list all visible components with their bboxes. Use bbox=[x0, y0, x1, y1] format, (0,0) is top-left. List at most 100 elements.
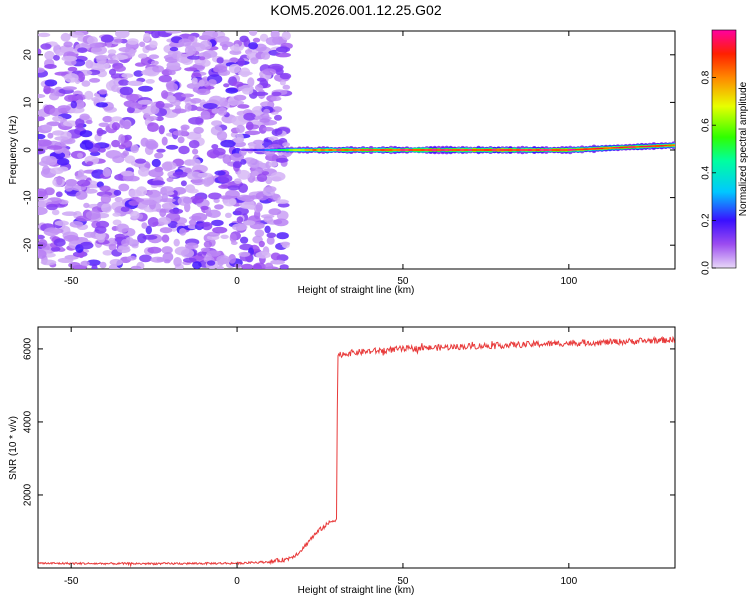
heatmap-noise-blob bbox=[68, 262, 81, 269]
snr-y-axis-label: SNR (10 * v/v) bbox=[8, 416, 19, 480]
heatmap-noise-blob bbox=[192, 42, 201, 48]
heatmap-noise-blob bbox=[56, 158, 70, 166]
heatmap-noise-blob bbox=[86, 161, 94, 166]
heatmap-noise-blob bbox=[160, 186, 175, 194]
heatmap-noise-blob bbox=[188, 220, 197, 225]
heatmap-noise-blob bbox=[96, 55, 107, 65]
heatmap-noise-blob bbox=[184, 67, 198, 72]
heatmap-noise-blob bbox=[49, 107, 62, 117]
snr-panel: -50 0 50 100 2000 4000 6000 Height of straigh… bbox=[8, 326, 676, 596]
heatmap-noise-blob bbox=[44, 64, 57, 69]
heatmap-noise-blob bbox=[105, 150, 122, 159]
heatmap-noise-blob bbox=[137, 99, 153, 105]
heatmap-noise-blob bbox=[159, 227, 173, 234]
heatmap-noise-blob bbox=[81, 80, 91, 87]
snr-y-tick-label: 2000 bbox=[23, 483, 34, 506]
heatmap-noise-blob bbox=[111, 122, 120, 131]
heatmap-noise-blob bbox=[212, 226, 228, 234]
heatmap-noise-blob bbox=[260, 52, 271, 60]
heatmap-y-tick-label: 0 bbox=[23, 147, 34, 153]
heatmap-noise-blob bbox=[149, 40, 158, 48]
heatmap-noise-blob bbox=[186, 171, 203, 180]
heatmap-noise-blob bbox=[167, 64, 181, 70]
snr-x-axis-label: Height of straight line (km) bbox=[298, 585, 415, 596]
heatmap-noise-blob bbox=[265, 36, 280, 46]
heatmap-noise-blob bbox=[161, 90, 169, 99]
heatmap-noise-blob bbox=[138, 167, 150, 177]
heatmap-noise-blob bbox=[263, 216, 274, 223]
heatmap-noise-blob bbox=[206, 260, 216, 266]
heatmap-noise-blob bbox=[223, 83, 230, 88]
heatmap-noise-blob bbox=[38, 234, 45, 240]
heatmap-noise-blob bbox=[126, 93, 139, 102]
heatmap-noise-blob bbox=[183, 257, 197, 263]
heatmap-noise-blob bbox=[145, 225, 152, 235]
heatmap-noise-blob bbox=[111, 139, 121, 148]
heatmap-noise-blob bbox=[270, 96, 282, 102]
heatmap-noise-blob bbox=[114, 38, 123, 43]
heatmap-noise-blob bbox=[192, 261, 202, 269]
heatmap-noise-blob bbox=[46, 145, 63, 150]
heatmap-noise-blob bbox=[191, 77, 198, 85]
heatmap-noise-blob bbox=[171, 108, 187, 114]
heatmap-noise-blob bbox=[202, 177, 212, 187]
heatmap-y-axis-label: Frequency (Hz) bbox=[8, 116, 19, 185]
heatmap-noise-blob bbox=[141, 222, 148, 229]
heatmap-noise-blob bbox=[43, 227, 60, 237]
heatmap-noise-blob bbox=[152, 65, 165, 73]
heatmap-noise-blob bbox=[118, 79, 130, 86]
heatmap-noise-blob bbox=[234, 263, 243, 268]
heatmap-noise-blob bbox=[238, 183, 249, 193]
colorbar-tick-label: 0.0 bbox=[701, 261, 712, 275]
heatmap-noise-blob bbox=[75, 118, 85, 128]
heatmap-noise-blob bbox=[228, 63, 241, 74]
heatmap-noise-blob bbox=[227, 185, 241, 191]
heatmap-noise-blob bbox=[147, 246, 162, 254]
heatmap-noise-blob bbox=[50, 246, 61, 252]
heatmap-noise-blob bbox=[248, 31, 258, 36]
heatmap-noise-blob bbox=[83, 202, 90, 209]
heatmap-noise-blob bbox=[237, 57, 245, 67]
figure-title: KOM5.2026.001.12.25.G02 bbox=[270, 2, 441, 18]
heatmap-noise-blob bbox=[275, 199, 289, 204]
snr-x-ticks: -50 0 50 100 bbox=[64, 327, 578, 587]
heatmap-noise-blob bbox=[156, 148, 166, 153]
heatmap-noise-blob bbox=[243, 112, 256, 121]
heatmap-noise-blob bbox=[240, 236, 249, 244]
heatmap-noise-blob bbox=[38, 160, 50, 167]
heatmap-noise-blob bbox=[80, 260, 90, 267]
heatmap-noise-blob bbox=[85, 119, 93, 125]
colorbar: 0.0 0.2 0.4 0.6 0.8 Normalized spectral ampl… bbox=[701, 29, 749, 275]
heatmap-noise-blob bbox=[234, 178, 242, 185]
heatmap-noise-blob bbox=[178, 145, 190, 155]
heatmap-noise-blob bbox=[240, 159, 247, 165]
heatmap-noise-blob bbox=[62, 86, 77, 91]
heatmap-noise-blob bbox=[130, 265, 142, 269]
heatmap-noise-blob bbox=[161, 246, 173, 255]
heatmap-noise-blob bbox=[38, 116, 45, 122]
heatmap-noise-blob bbox=[203, 240, 213, 248]
heatmap-noise-blob bbox=[121, 170, 134, 177]
heatmap-noise-blob bbox=[121, 239, 130, 247]
heatmap-noise-blob bbox=[240, 195, 255, 203]
heatmap-noise-blob bbox=[218, 184, 230, 189]
heatmap-noise-blob bbox=[134, 62, 146, 67]
heatmap-noise-blob bbox=[102, 250, 113, 256]
heatmap-noise-blob bbox=[229, 100, 245, 105]
heatmap-noise-blob bbox=[137, 53, 148, 59]
heatmap-noise-blob bbox=[214, 204, 224, 210]
heatmap-noise-blob bbox=[260, 101, 275, 108]
heatmap-noise-blob bbox=[130, 210, 140, 219]
heatmap-noise-blob bbox=[211, 120, 223, 127]
heatmap-noise-blob bbox=[38, 93, 46, 99]
heatmap-noise-blob bbox=[282, 84, 291, 90]
heatmap-noise-blob bbox=[177, 196, 192, 207]
heatmap-noise-blob bbox=[38, 133, 46, 140]
heatmap-noise-blob bbox=[196, 88, 211, 96]
heatmap-noise-blob bbox=[162, 252, 174, 262]
heatmap-noise-blob bbox=[187, 55, 202, 60]
heatmap-noise-blob bbox=[102, 115, 113, 123]
heatmap-noise-blob bbox=[232, 223, 248, 231]
heatmap-noise-blob bbox=[181, 93, 194, 98]
heatmap-noise-blob bbox=[40, 259, 57, 266]
